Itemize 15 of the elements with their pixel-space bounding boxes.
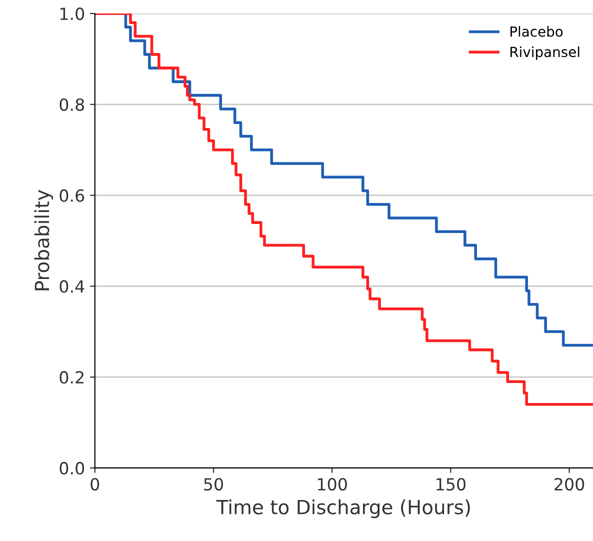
- y-tick-label: 0.8: [60, 98, 84, 111]
- y-tick-label: 0.4: [60, 280, 84, 293]
- x-tick-label: 0: [90, 478, 100, 491]
- y-tick-label: 0.0: [60, 462, 84, 475]
- y-tick-label: 0.6: [60, 189, 84, 202]
- x-tick-label: 100: [318, 478, 347, 491]
- x-tick-label: 150: [436, 478, 466, 491]
- y-tick-label: 1.0: [60, 7, 84, 20]
- legend-label: Placebo: [510, 26, 563, 37]
- x-tick-label: 200: [554, 478, 584, 491]
- x-axis-title: Time to Discharge (Hours): [216, 499, 470, 518]
- legend-label: Rivipansel: [510, 46, 580, 60]
- y-tick-label: 0.2: [60, 371, 84, 384]
- y-axis-title: Probability: [34, 190, 54, 290]
- x-tick-label: 50: [204, 478, 223, 491]
